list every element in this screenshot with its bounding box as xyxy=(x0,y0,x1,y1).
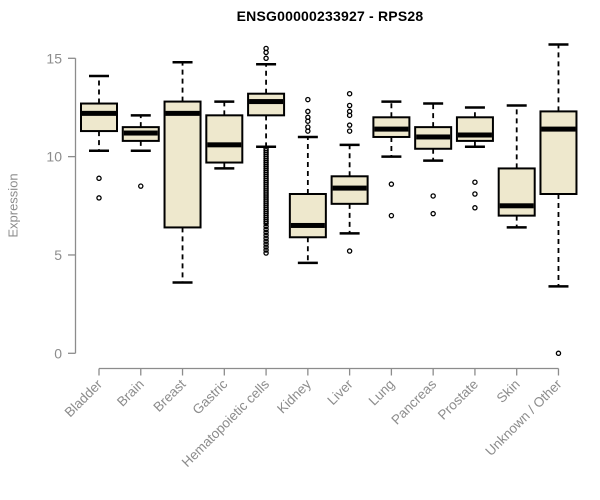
outlier-point xyxy=(305,128,311,134)
outlier-point xyxy=(305,96,311,103)
outlier-point xyxy=(346,102,353,109)
box-iqr xyxy=(247,92,286,117)
median-line xyxy=(541,126,576,132)
box-iqr xyxy=(163,100,202,229)
outlier-point xyxy=(138,183,144,189)
y-tick-label: 10 xyxy=(46,149,62,165)
box-iqr xyxy=(80,102,118,133)
outlier-point xyxy=(430,193,436,199)
x-category-label: Pancreas xyxy=(388,376,439,427)
outlier-point xyxy=(263,223,269,230)
median-line xyxy=(123,130,158,136)
outlier-point xyxy=(263,238,269,244)
outlier-point xyxy=(388,181,395,187)
box-iqr xyxy=(497,167,536,217)
y-tick-label: 5 xyxy=(54,247,62,263)
x-category-label: Kidney xyxy=(274,376,314,416)
outlier-point xyxy=(96,195,102,201)
median-line xyxy=(165,110,200,116)
outlier-point xyxy=(263,244,269,250)
outlier-point xyxy=(305,108,311,115)
x-category-label: Bladder xyxy=(62,376,106,420)
box-iqr xyxy=(539,110,578,195)
outlier-point xyxy=(555,350,562,357)
outlier-point xyxy=(472,205,478,211)
outlier-point xyxy=(263,229,269,236)
chart-title: ENSG00000233927 - RPS28 xyxy=(236,8,424,24)
outlier-point xyxy=(305,118,311,124)
outlier-point xyxy=(263,235,269,241)
box-iqr xyxy=(205,114,244,164)
outlier-point xyxy=(263,247,269,253)
y-tick-label: 0 xyxy=(54,345,62,361)
median-line xyxy=(82,110,116,116)
outlier-point xyxy=(388,212,395,219)
outlier-point xyxy=(346,122,353,128)
outlier-point xyxy=(346,128,353,134)
outlier-point xyxy=(472,179,478,185)
outlier-point xyxy=(263,232,269,239)
x-category-label: Gastric xyxy=(190,376,231,417)
x-category-label: Breast xyxy=(150,376,188,414)
outlier-point xyxy=(346,90,353,97)
outlier-point xyxy=(96,175,102,182)
outlier-point xyxy=(430,210,436,217)
outlier-point xyxy=(346,248,353,254)
x-category-label: Lung xyxy=(366,377,398,409)
median-line xyxy=(290,222,325,228)
x-category-label: Skin xyxy=(494,377,523,406)
x-category-label: Prostate xyxy=(435,377,481,423)
median-line xyxy=(499,203,534,209)
outlier-point xyxy=(263,49,269,56)
outlier-point xyxy=(346,112,353,119)
outlier-point xyxy=(263,226,269,233)
x-category-label: Unknown / Other xyxy=(482,376,565,459)
outlier-point xyxy=(472,191,478,197)
median-line xyxy=(207,142,242,148)
x-category-label: Brain xyxy=(114,377,147,410)
outlier-point xyxy=(263,55,269,62)
y-tick-label: 15 xyxy=(46,50,62,66)
median-line xyxy=(457,132,492,138)
outlier-point xyxy=(263,241,269,247)
median-line xyxy=(249,99,284,105)
outlier-point xyxy=(263,218,269,225)
median-line xyxy=(374,126,409,132)
median-line xyxy=(416,134,451,140)
median-line xyxy=(332,185,367,191)
outlier-point xyxy=(263,220,269,227)
box-iqr xyxy=(288,193,327,239)
outlier-point xyxy=(263,250,269,256)
x-category-label: Liver xyxy=(324,376,356,408)
